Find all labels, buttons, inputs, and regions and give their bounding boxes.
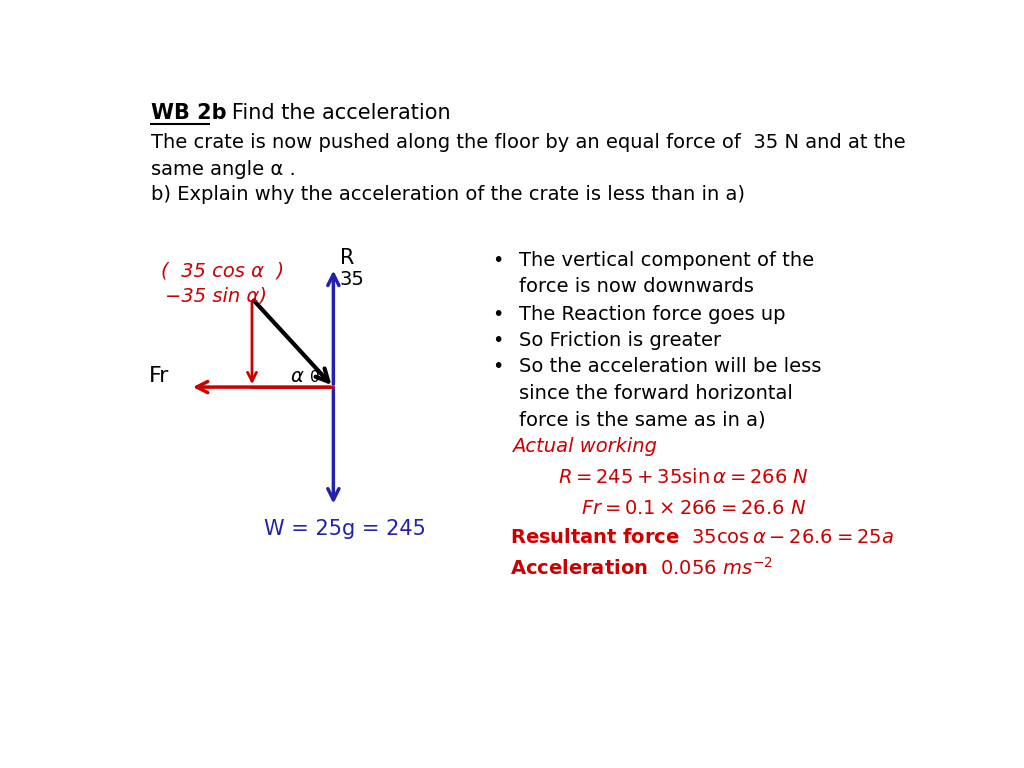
Text: •: • (493, 305, 504, 323)
Text: •: • (493, 331, 504, 350)
Text: Find the acceleration: Find the acceleration (212, 103, 451, 123)
Text: •: • (493, 251, 504, 270)
Text: Actual working: Actual working (512, 437, 656, 456)
Text: So the acceleration will be less
since the forward horizontal
force is the same : So the acceleration will be less since t… (519, 357, 821, 429)
Text: α: α (291, 367, 304, 386)
Text: 0: 0 (310, 370, 319, 386)
Text: (  35 cos α  ): ( 35 cos α ) (161, 262, 284, 281)
Text: b) Explain why the acceleration of the crate is less than in a): b) Explain why the acceleration of the c… (152, 185, 745, 204)
Text: $\bf{Resultant\ force}$$\ \ 35\cos\alpha - 26.6 = 25a$: $\bf{Resultant\ force}$$\ \ 35\cos\alpha… (510, 528, 894, 547)
Text: •: • (493, 357, 504, 376)
Text: WB 2b: WB 2b (152, 103, 227, 123)
Text: Fr: Fr (148, 366, 169, 386)
Text: $\bf{Acceleration}$$\ \ 0.056\ ms^{-2}$: $\bf{Acceleration}$$\ \ 0.056\ ms^{-2}$ (510, 558, 773, 579)
Text: W = 25g = 245: W = 25g = 245 (263, 519, 426, 539)
Text: R: R (340, 248, 354, 268)
Text: $Fr = 0.1 \times 266 = 26.6\ N$: $Fr = 0.1 \times 266 = 26.6\ N$ (582, 498, 807, 518)
Text: The Reaction force goes up: The Reaction force goes up (519, 305, 785, 323)
Text: same angle α .: same angle α . (152, 161, 296, 179)
Text: 35: 35 (340, 270, 365, 289)
Text: The vertical component of the
force is now downwards: The vertical component of the force is n… (519, 251, 814, 296)
Text: −35 sin α): −35 sin α) (165, 286, 267, 306)
Text: $R = 245 + 35\sin\alpha = 266\ N$: $R = 245 + 35\sin\alpha = 266\ N$ (558, 468, 809, 487)
Text: The crate is now pushed along the floor by an equal force of  35 N and at the: The crate is now pushed along the floor … (152, 134, 906, 152)
Text: So Friction is greater: So Friction is greater (519, 331, 722, 350)
